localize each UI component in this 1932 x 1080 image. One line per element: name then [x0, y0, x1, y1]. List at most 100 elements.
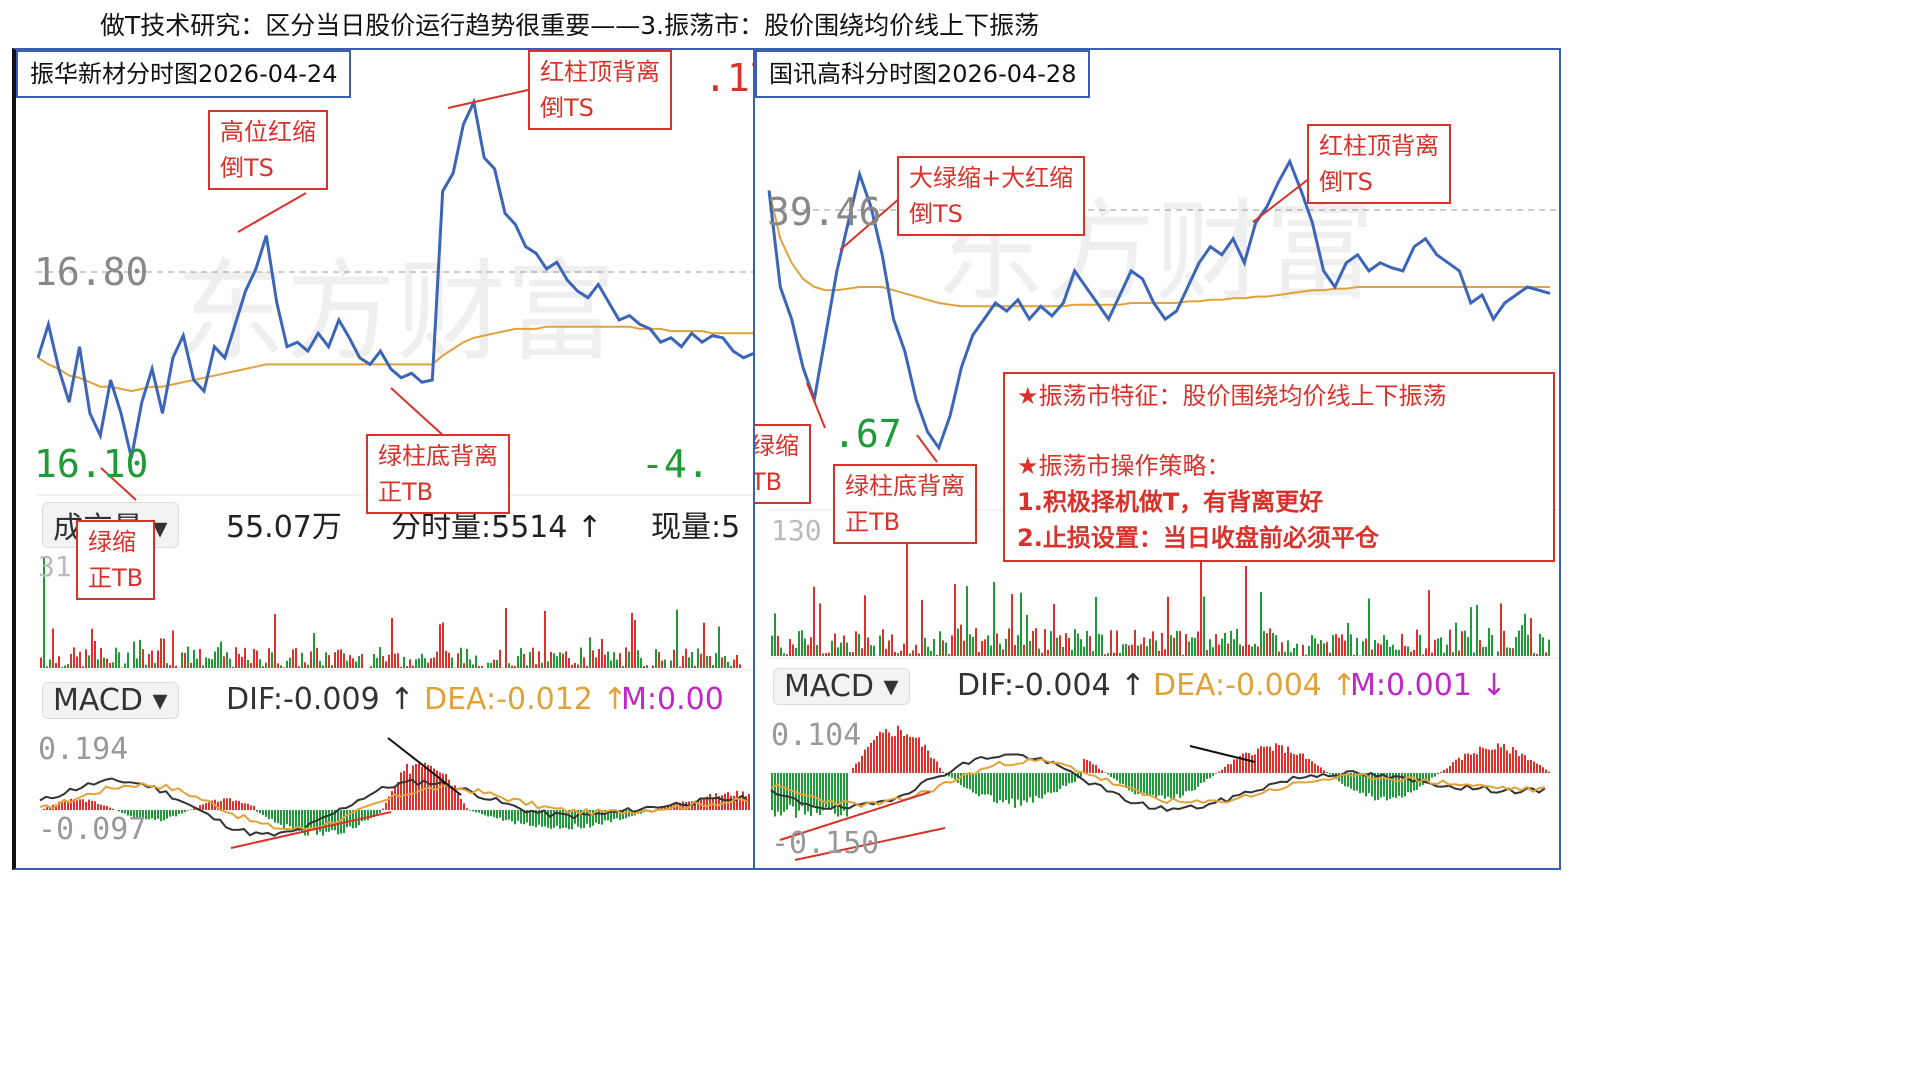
macd-bar [571, 810, 573, 830]
macd-bar [957, 773, 959, 783]
macd-bar [1128, 773, 1130, 791]
macd-bar [1425, 773, 1427, 782]
volume-bar [88, 655, 90, 668]
annotation-green-bottom-divergence: 绿柱底背离 正TB [366, 434, 510, 514]
volume-bar [586, 666, 588, 668]
volume-bar [975, 628, 977, 656]
macd-bar [286, 810, 288, 825]
macd-bar [831, 773, 833, 808]
volume-bar [1068, 637, 1070, 656]
macd-bar [777, 773, 779, 812]
volume-bar [918, 653, 920, 656]
macd-bar [1191, 773, 1193, 791]
volume-bar [190, 663, 192, 668]
volume-bar [1224, 632, 1226, 656]
volume-bar [1398, 649, 1400, 656]
macd-bar [283, 810, 285, 828]
macd-bar [1098, 768, 1100, 773]
annotation-red-top-divergence: 红柱顶背离 倒TS [1307, 124, 1451, 204]
volume-bar [163, 638, 165, 668]
volume-bar [319, 660, 321, 668]
volume-bar [220, 641, 222, 668]
volume-bar [289, 657, 291, 668]
volume-bar [1164, 649, 1166, 656]
volume-bar [1203, 596, 1205, 656]
volume-bar [625, 647, 627, 668]
volume-bar [969, 634, 971, 656]
volume-bar [921, 599, 923, 656]
macd-bar [331, 810, 333, 831]
macd-bar [864, 749, 866, 773]
volume-bar [268, 648, 270, 668]
volume-bar [556, 656, 558, 668]
page-title: 做T技术研究：区分当日股价运行趋势很重要——3.振荡市：股价围绕均价线上下振荡 [100, 11, 1040, 40]
right-chart-svg: 东方财富 [767, 157, 1559, 861]
volume-bar [1515, 637, 1517, 656]
macd-bar [1026, 773, 1028, 803]
macd-bar [1368, 773, 1370, 793]
dea-line [39, 781, 749, 831]
volume-bar [127, 652, 129, 668]
macd-bar [1392, 773, 1394, 798]
volume-bar [304, 662, 306, 668]
macd-bar [1020, 773, 1022, 806]
volume-bar [370, 666, 372, 668]
volume-bar [1419, 635, 1421, 656]
macd-bar [915, 737, 917, 773]
macd-bar [1209, 773, 1211, 779]
macd-bar [966, 773, 968, 789]
volume-bar [1452, 652, 1454, 656]
volume-bar [346, 660, 348, 668]
volume-bar [700, 653, 702, 668]
macd-bar [235, 800, 237, 810]
volume-bar [703, 622, 705, 668]
volume-bar [715, 653, 717, 668]
volume-bar [939, 631, 941, 656]
macd-bar [166, 810, 168, 819]
volume-bar [1275, 635, 1277, 656]
volume-bar [124, 663, 126, 668]
macd-bar [256, 810, 258, 812]
macd-selector[interactable]: MACD ▾ [773, 668, 910, 705]
macd-bar [628, 810, 630, 817]
macd-bar [1521, 753, 1523, 773]
macd-selector[interactable]: MACD ▾ [42, 682, 179, 719]
volume-bar [271, 652, 273, 668]
strategy-item-1: 1.积极择机做T，有背离更好 [1017, 488, 1324, 516]
macd-bar [187, 810, 189, 811]
volume-bar [945, 642, 947, 656]
volume-bar [1434, 639, 1436, 656]
volume-bar [145, 664, 147, 668]
volume-bar [1416, 629, 1418, 656]
macd-bar [984, 773, 986, 795]
volume-bar [804, 638, 806, 656]
volume-bar [286, 660, 288, 668]
volume-bar [1248, 644, 1250, 656]
volume-bar [325, 652, 327, 668]
volume-bar [730, 665, 732, 668]
macd-bar [894, 736, 896, 773]
macd-bar [819, 773, 821, 816]
volume-bar [373, 653, 375, 668]
volume-bar [1353, 654, 1355, 656]
macd-bar [202, 804, 204, 810]
macd-bar [523, 810, 525, 825]
volume-bar [1482, 646, 1484, 656]
volume-bar [933, 638, 935, 656]
volume-bar [571, 664, 573, 668]
volume-bar [1128, 645, 1130, 656]
macd-bar [454, 785, 456, 810]
macd-bar [1530, 759, 1532, 773]
volume-bar [783, 653, 785, 656]
volume-bar [840, 642, 842, 656]
macd-bar [987, 773, 989, 795]
volume-bar [1131, 644, 1133, 656]
volume-bar [736, 654, 738, 668]
macd-bar [325, 810, 327, 832]
macd-bar [703, 798, 705, 810]
volume-bar [774, 613, 776, 656]
macd-bar [568, 810, 570, 830]
macd-bar [487, 810, 489, 817]
volume-bar [160, 638, 162, 668]
macd-bar [472, 810, 474, 812]
